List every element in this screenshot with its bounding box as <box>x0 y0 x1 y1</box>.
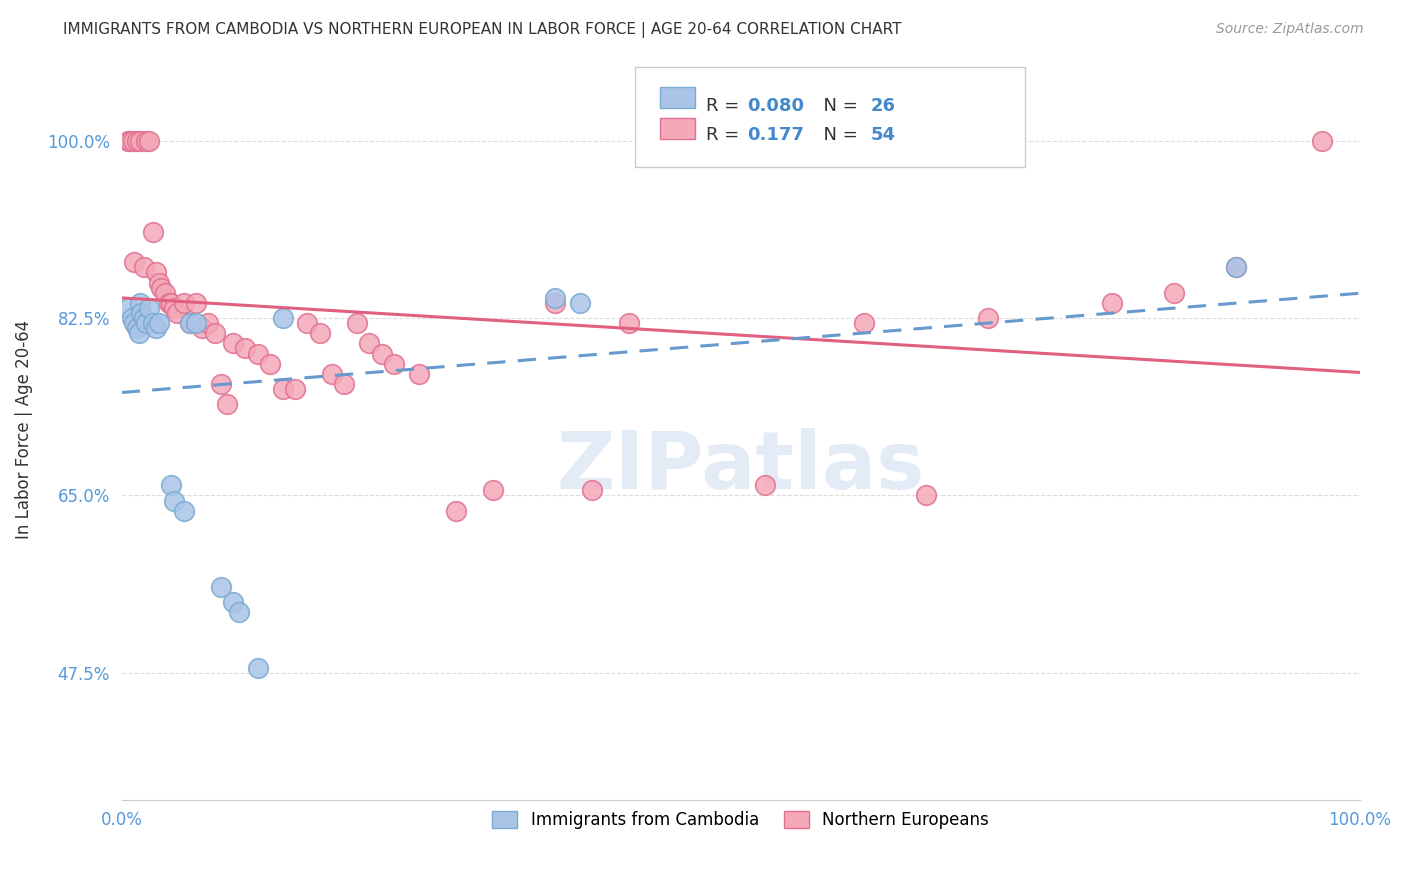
Point <box>321 367 343 381</box>
Point <box>184 316 207 330</box>
Point <box>444 503 467 517</box>
Point <box>191 321 214 335</box>
Point <box>544 291 567 305</box>
Point <box>122 316 145 330</box>
Point <box>1225 260 1247 275</box>
Text: N =: N = <box>813 97 863 115</box>
Text: R =: R = <box>706 126 751 145</box>
Point <box>370 346 392 360</box>
Point <box>138 134 160 148</box>
Point <box>163 493 186 508</box>
Point <box>142 225 165 239</box>
Point <box>222 336 245 351</box>
Point <box>915 488 938 502</box>
Point <box>215 397 238 411</box>
FancyBboxPatch shape <box>661 87 695 108</box>
Point <box>271 311 294 326</box>
Point <box>145 321 167 335</box>
Point <box>121 134 143 148</box>
Point <box>173 296 195 310</box>
Point <box>204 326 226 341</box>
Point <box>754 478 776 492</box>
Point <box>166 306 188 320</box>
Point <box>125 321 148 335</box>
Point <box>271 382 294 396</box>
Text: ZIPatlas: ZIPatlas <box>557 427 925 506</box>
Point <box>482 483 505 498</box>
Point <box>246 661 269 675</box>
Point <box>568 296 591 310</box>
Text: N =: N = <box>813 126 863 145</box>
Point <box>284 382 307 396</box>
Legend: Immigrants from Cambodia, Northern Europeans: Immigrants from Cambodia, Northern Europ… <box>485 804 995 836</box>
Point <box>129 134 152 148</box>
Point <box>132 311 155 326</box>
Point <box>160 478 183 492</box>
Point <box>132 260 155 275</box>
Point <box>145 265 167 279</box>
Point <box>544 296 567 310</box>
Point <box>117 134 139 148</box>
Text: 0.177: 0.177 <box>747 126 804 145</box>
Point <box>135 134 157 148</box>
Point <box>1225 260 1247 275</box>
Point <box>179 316 201 330</box>
Point <box>135 316 157 330</box>
Point <box>148 276 170 290</box>
Point <box>128 326 150 341</box>
Point <box>1312 134 1334 148</box>
Point <box>853 316 876 330</box>
Point <box>173 503 195 517</box>
Point <box>359 336 381 351</box>
Point <box>120 134 142 148</box>
Point <box>197 316 219 330</box>
Point <box>157 296 180 310</box>
Point <box>148 316 170 330</box>
Point <box>222 595 245 609</box>
Point <box>131 306 153 320</box>
Point <box>408 367 430 381</box>
Point <box>129 296 152 310</box>
Point <box>228 605 250 619</box>
Point <box>179 316 201 330</box>
Point <box>142 316 165 330</box>
Y-axis label: In Labor Force | Age 20-64: In Labor Force | Age 20-64 <box>15 320 32 539</box>
Point <box>138 301 160 315</box>
Point <box>977 311 1000 326</box>
Point <box>259 357 281 371</box>
Text: R =: R = <box>706 97 745 115</box>
Text: 26: 26 <box>870 97 896 115</box>
Point <box>160 296 183 310</box>
Text: Source: ZipAtlas.com: Source: ZipAtlas.com <box>1216 22 1364 37</box>
FancyBboxPatch shape <box>636 67 1025 167</box>
Point <box>153 285 176 300</box>
Point <box>619 316 641 330</box>
Point <box>150 280 173 294</box>
Point <box>184 296 207 310</box>
Point <box>121 311 143 326</box>
FancyBboxPatch shape <box>661 118 695 139</box>
Text: IMMIGRANTS FROM CAMBODIA VS NORTHERN EUROPEAN IN LABOR FORCE | AGE 20-64 CORRELA: IMMIGRANTS FROM CAMBODIA VS NORTHERN EUR… <box>63 22 901 38</box>
Point <box>235 342 257 356</box>
Point <box>209 580 232 594</box>
Point <box>382 357 405 371</box>
Text: 54: 54 <box>870 126 896 145</box>
Point <box>209 376 232 391</box>
Point <box>333 376 356 391</box>
Point <box>122 255 145 269</box>
Point <box>1163 285 1185 300</box>
Text: 0.080: 0.080 <box>747 97 804 115</box>
Point <box>1101 296 1123 310</box>
Point <box>346 316 368 330</box>
Point <box>125 134 148 148</box>
Point <box>117 301 139 315</box>
Point <box>246 346 269 360</box>
Point <box>308 326 330 341</box>
Point <box>581 483 603 498</box>
Point <box>163 301 186 315</box>
Point <box>297 316 319 330</box>
